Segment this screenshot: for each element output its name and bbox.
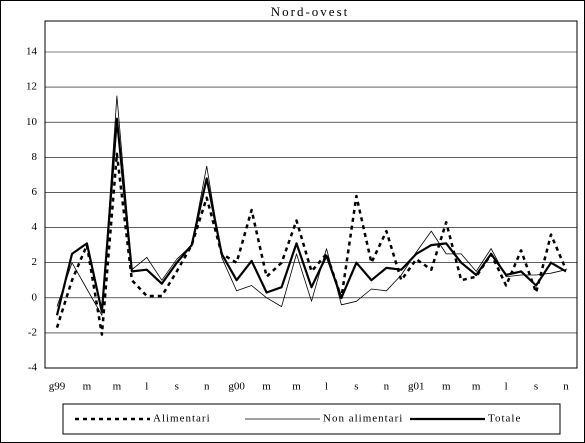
y-tick-label: 0 <box>32 291 38 303</box>
x-tick-label: l <box>505 381 508 393</box>
x-tick-label: n <box>204 381 210 393</box>
y-tick-label: 10 <box>26 116 38 128</box>
x-tick-label: g01 <box>408 381 425 393</box>
x-tick-label: g99 <box>49 381 66 393</box>
x-tick-label: m <box>262 381 271 393</box>
y-tick-label: 14 <box>26 46 38 58</box>
y-tick-label: -2 <box>28 326 37 338</box>
y-tick-label: 2 <box>32 256 38 268</box>
y-tick-label: 12 <box>26 81 37 93</box>
x-tick-label: m <box>113 381 122 393</box>
y-tick-label: 4 <box>32 221 38 233</box>
x-tick-label: m <box>292 381 301 393</box>
legend-label: Totale <box>488 413 521 425</box>
series-line <box>55 117 567 316</box>
x-tick-label: n <box>384 381 390 393</box>
y-tick-label: 8 <box>32 151 38 163</box>
x-tick-label: n <box>563 381 569 393</box>
x-tick-label: s <box>354 381 358 393</box>
x-tick-label: m <box>472 381 481 393</box>
chart-title: Nord-ovest <box>271 4 350 19</box>
legend-label: Non alimentari <box>323 413 403 425</box>
x-tick-label: s <box>175 381 179 393</box>
x-tick-label: g00 <box>228 381 245 393</box>
legend-label: Alimentari <box>153 413 211 425</box>
y-tick-label: 6 <box>32 186 38 198</box>
x-tick-label: s <box>534 381 538 393</box>
x-tick-label: l <box>145 381 148 393</box>
plot-area <box>44 20 578 369</box>
series-line <box>56 95 567 316</box>
x-tick-label: m <box>442 381 451 393</box>
y-tick-label: -4 <box>28 362 38 374</box>
x-tick-label: m <box>83 381 92 393</box>
x-tick-label: l <box>325 381 328 393</box>
